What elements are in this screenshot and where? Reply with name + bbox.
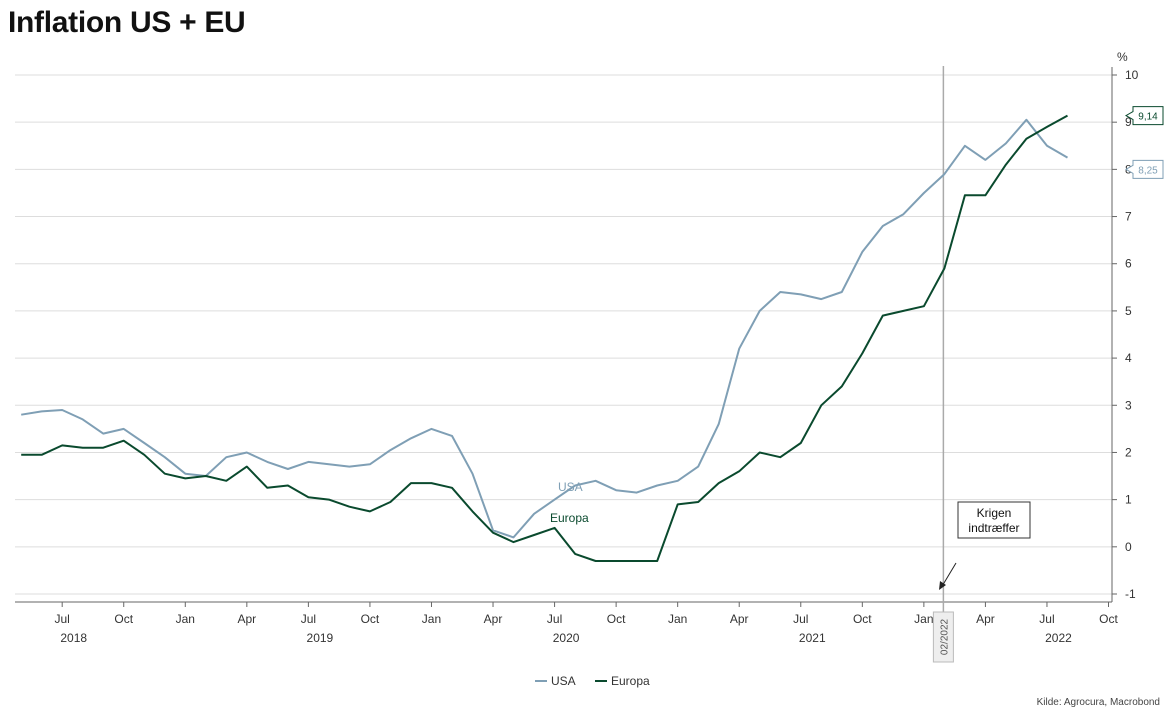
x-tick-label: Jan	[422, 612, 441, 626]
x-year-label: 2021	[799, 631, 826, 645]
y-tick-label: 4	[1125, 351, 1132, 365]
grid-lines	[15, 74, 1112, 595]
chart-title: Inflation US + EU	[8, 6, 246, 39]
inline-label-usa: USA	[558, 480, 583, 494]
x-tick-label: Apr	[730, 612, 749, 626]
x-tick-label: Oct	[853, 612, 872, 626]
y-tick-label: 3	[1125, 398, 1132, 412]
x-tick-label: Jan	[914, 612, 933, 626]
inline-label-europa: Europa	[550, 511, 589, 525]
annotation-text: indtræffer	[968, 521, 1019, 535]
x-tick-label: Oct	[607, 612, 626, 626]
x-year-label: 2020	[553, 631, 580, 645]
x-tick-label: Apr	[237, 612, 256, 626]
x-tick-label: Oct	[1099, 612, 1118, 626]
y-tick-label: 2	[1125, 445, 1132, 459]
y-tick-label: 6	[1125, 257, 1132, 271]
series-line-europa	[21, 114, 1068, 562]
x-tick-label: Apr	[484, 612, 503, 626]
x-year-label: 2019	[307, 631, 334, 645]
x-year-label: 2022	[1045, 631, 1072, 645]
y-tick-label: 1	[1125, 493, 1132, 507]
x-tick-label: Oct	[114, 612, 133, 626]
x-tick-label: Jul	[1039, 612, 1054, 626]
y-tick-label: 5	[1125, 304, 1132, 318]
end-callout-label-usa: 8,25	[1138, 165, 1158, 176]
y-tick-label: 7	[1125, 210, 1132, 224]
event-date-box	[932, 611, 954, 663]
end-callout-box-usa	[1124, 159, 1164, 179]
end-callout-label-europa: 9,14	[1138, 112, 1158, 123]
x-tick-label: Jul	[301, 612, 316, 626]
source-note: Kilde: Agrocura, Macrobond	[1036, 697, 1160, 708]
x-tick-label: Jul	[547, 612, 562, 626]
x-tick-label: Jul	[793, 612, 808, 626]
y-tick-label: 0	[1125, 540, 1132, 554]
y-tick-label: 9	[1125, 115, 1132, 129]
legend: USA Europa	[535, 674, 650, 688]
x-tick-label: Oct	[361, 612, 380, 626]
axes: -1012345678910%JulOctJanAprJulOctJanAprJ…	[15, 50, 1139, 645]
legend-label-usa: USA	[551, 674, 576, 688]
x-tick-label: Jan	[668, 612, 687, 626]
y-tick-label: 10	[1125, 68, 1139, 82]
y-axis-unit: %	[1117, 50, 1128, 64]
x-tick-label: Jul	[55, 612, 70, 626]
legend-label-europa: Europa	[611, 674, 650, 688]
y-tick-label: -1	[1125, 587, 1136, 601]
x-tick-label: Apr	[976, 612, 995, 626]
annotation-box	[957, 501, 1031, 539]
event-date-label: 02/2022	[939, 618, 950, 655]
data-labels: USA Europa 9,14 8,25	[550, 106, 1164, 525]
series-line-usa	[21, 118, 1068, 539]
end-callout-box-europa	[1124, 106, 1164, 126]
x-tick-label: Jan	[176, 612, 195, 626]
annotation-arrow-head	[939, 581, 946, 590]
series-lines	[21, 114, 1068, 562]
x-year-label: 2018	[60, 631, 87, 645]
annotation-text: Krigen	[977, 506, 1012, 520]
